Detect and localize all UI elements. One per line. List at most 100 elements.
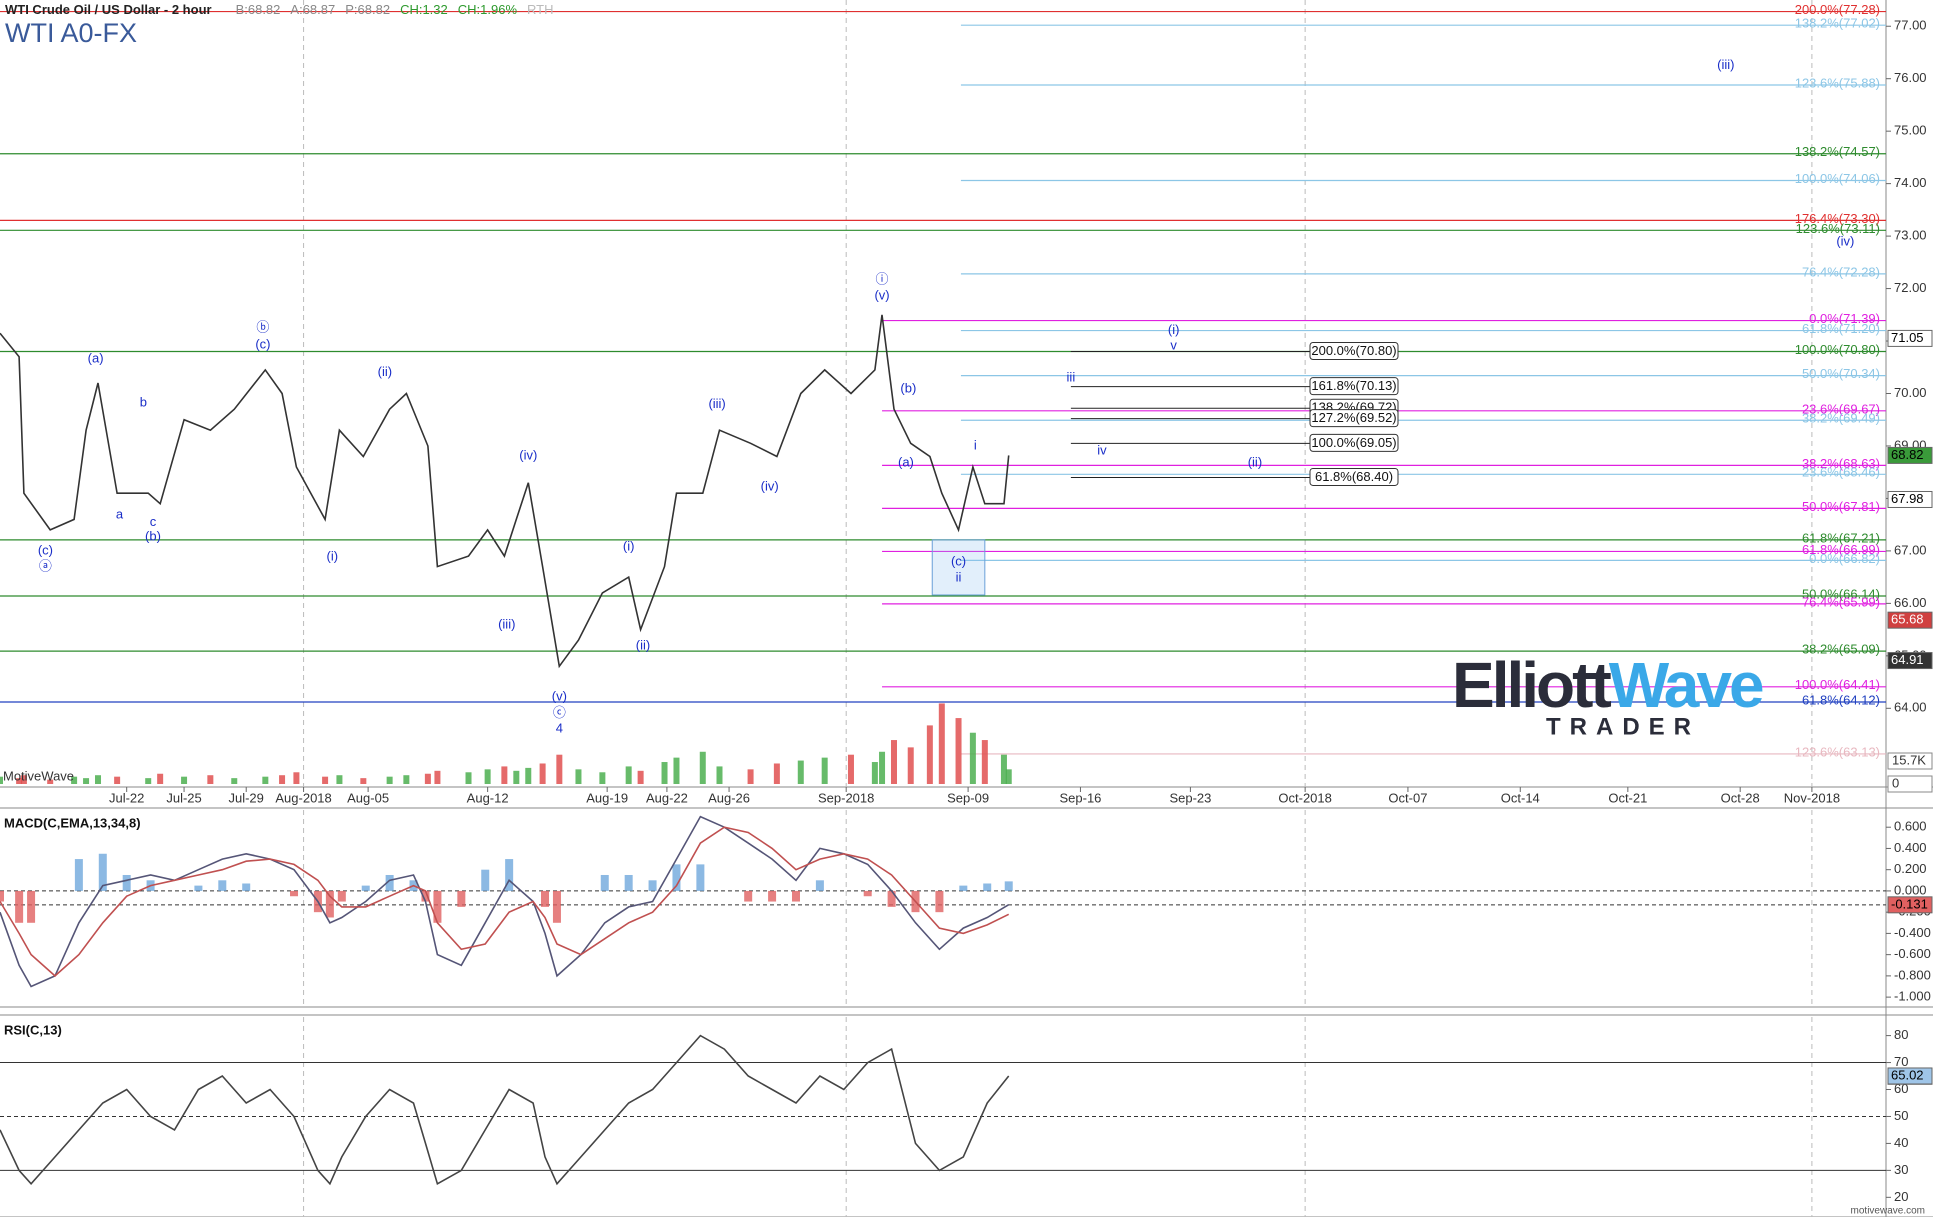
histogram-bar bbox=[385, 874, 394, 891]
y-tick-label: 0.000 bbox=[1894, 882, 1927, 897]
projection-box bbox=[1309, 377, 1399, 396]
y-tick-label: 77.00 bbox=[1894, 18, 1927, 33]
x-tick-label: Aug-12 bbox=[467, 790, 509, 805]
volume-bar bbox=[279, 775, 286, 784]
histogram-bar bbox=[959, 885, 968, 891]
histogram-bar bbox=[325, 890, 334, 918]
y-tick-label: 70.00 bbox=[1894, 385, 1927, 400]
wave-label: (i) bbox=[623, 539, 635, 554]
fib-label: 61.8%(71.20) bbox=[1802, 321, 1880, 336]
volume-bar bbox=[797, 760, 804, 784]
x-tick-label: Oct-07 bbox=[1388, 790, 1427, 805]
x-tick-label: Sep-2018 bbox=[818, 790, 874, 805]
quote-item: A:68.87 bbox=[290, 2, 335, 17]
wave-label: iii bbox=[1067, 370, 1076, 385]
projection-box bbox=[1309, 342, 1399, 361]
wave-label: (iii) bbox=[708, 396, 725, 411]
footer: motivewave.com bbox=[1851, 1206, 1925, 1217]
wave-label: 4 bbox=[556, 721, 563, 736]
x-tick-label: Jul-29 bbox=[228, 790, 263, 805]
x-tick-label: Aug-26 bbox=[708, 790, 750, 805]
volume-bar bbox=[145, 778, 152, 784]
x-tick-label: Aug-22 bbox=[646, 790, 688, 805]
fib-label: 38.2%(65.09) bbox=[1802, 642, 1880, 657]
volume-bar bbox=[637, 770, 644, 784]
histogram-bar bbox=[935, 890, 944, 913]
volume-bar bbox=[83, 778, 90, 784]
volume-bar bbox=[871, 762, 878, 784]
volume-bar bbox=[434, 770, 441, 784]
fib-label: 23.6%(69.67) bbox=[1802, 401, 1880, 416]
volume-bar bbox=[879, 751, 886, 784]
volume-bar bbox=[1005, 769, 1012, 784]
fib-label: 61.8%(66.99) bbox=[1802, 542, 1880, 557]
volume-bar bbox=[386, 776, 393, 784]
histogram-bar bbox=[1004, 881, 1013, 891]
x-tick-label: Sep-16 bbox=[1059, 790, 1101, 805]
symbol: WTI A0-FX bbox=[5, 18, 137, 48]
wave-label: a bbox=[116, 507, 124, 522]
histogram-bar bbox=[290, 890, 299, 897]
volume-bar bbox=[20, 775, 27, 784]
wave-label: c bbox=[150, 514, 157, 529]
volume-bar bbox=[403, 775, 410, 784]
y-tick-label: -0.400 bbox=[1894, 925, 1931, 940]
wave-label: (a) bbox=[898, 455, 914, 470]
histogram-bar bbox=[242, 883, 251, 891]
histogram-bar bbox=[122, 874, 131, 891]
fib-label: 100.0%(70.80) bbox=[1795, 342, 1880, 357]
histogram-bar bbox=[541, 890, 550, 907]
wave-label: (i) bbox=[326, 549, 338, 564]
y-tick-label: 50 bbox=[1894, 1108, 1908, 1123]
price-tag-label: 68.82 bbox=[1891, 447, 1924, 462]
wave-label: (c) bbox=[951, 553, 966, 568]
wave-label: (b) bbox=[900, 381, 916, 396]
volume-bar bbox=[575, 769, 582, 784]
y-tick-label: -0.600 bbox=[1894, 946, 1931, 961]
fib-label: 61.8%(64.12) bbox=[1802, 692, 1880, 707]
y-tick-label: -0.800 bbox=[1894, 967, 1931, 982]
volume-bar bbox=[47, 779, 54, 784]
fib-label: 50.0%(67.81) bbox=[1802, 499, 1880, 514]
projection-label: 127.2%(69.52) bbox=[1311, 410, 1396, 425]
histogram-bar bbox=[672, 864, 681, 891]
fib-label: 200.0%(77.28) bbox=[1795, 2, 1880, 17]
wave-label: (i) bbox=[1168, 322, 1180, 337]
y-tick-label: 70 bbox=[1894, 1054, 1908, 1069]
y-tick-label: 67.00 bbox=[1894, 542, 1927, 557]
volume-bar bbox=[71, 776, 78, 784]
fib-label: 38.2%(69.49) bbox=[1802, 411, 1880, 426]
histogram-bar bbox=[863, 890, 872, 897]
volume-bar bbox=[360, 778, 367, 784]
volume-bar bbox=[322, 776, 329, 784]
fib-label: 138.2%(74.57) bbox=[1795, 144, 1880, 159]
volume-bar bbox=[336, 775, 343, 784]
y-tick-label: -1.000 bbox=[1894, 989, 1931, 1004]
volume-bar bbox=[969, 732, 976, 784]
x-tick-label: Aug-19 bbox=[586, 790, 628, 805]
projection-label: 161.8%(70.13) bbox=[1311, 378, 1396, 393]
series-line bbox=[0, 1034, 1010, 1186]
wave-label: (ii) bbox=[1248, 455, 1262, 470]
volume-bar bbox=[821, 757, 828, 784]
wave-label: (ii) bbox=[636, 637, 650, 652]
y-tick-label: 20 bbox=[1894, 1189, 1908, 1204]
fib-label: 50.0%(70.34) bbox=[1802, 366, 1880, 381]
logo-text: ElliottWave bbox=[1452, 649, 1763, 721]
fib-label: 138.2%(77.02) bbox=[1795, 16, 1880, 31]
y-tick-label: 0.600 bbox=[1894, 819, 1927, 834]
fib-label: 23.6%(68.46) bbox=[1802, 465, 1880, 480]
volume-bar bbox=[981, 740, 988, 784]
volume-bar bbox=[207, 775, 214, 784]
price-tag bbox=[1887, 1067, 1933, 1085]
histogram-bar bbox=[481, 869, 490, 891]
histogram-bar bbox=[74, 859, 83, 891]
fib-label: 123.6%(63.13) bbox=[1795, 744, 1880, 759]
wave-label: ⓘ bbox=[876, 272, 889, 287]
histogram-bar bbox=[600, 874, 609, 891]
brand: MotiveWave bbox=[3, 768, 74, 783]
volume-bar bbox=[599, 772, 606, 784]
projection-box bbox=[1309, 409, 1399, 428]
